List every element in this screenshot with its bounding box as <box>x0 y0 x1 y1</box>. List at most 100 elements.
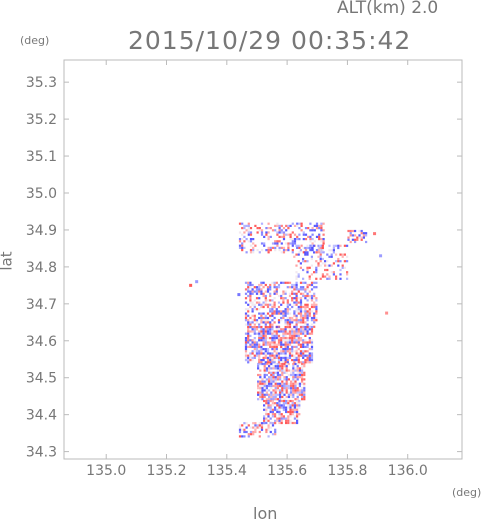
data-cell <box>258 361 261 364</box>
data-cell <box>315 319 318 322</box>
data-cell <box>269 321 272 324</box>
data-cell <box>241 424 244 427</box>
data-cell <box>277 326 281 329</box>
data-cell <box>269 337 272 340</box>
data-cell <box>281 384 284 388</box>
data-cell <box>310 273 313 276</box>
data-cell <box>308 266 311 269</box>
data-cell <box>280 339 283 342</box>
data-cell <box>322 251 325 254</box>
data-cell <box>281 380 284 383</box>
data-cell <box>295 352 298 355</box>
data-cell <box>259 389 262 392</box>
data-cell <box>281 387 284 390</box>
data-cell <box>276 231 279 234</box>
data-cell <box>295 319 298 322</box>
data-cell <box>302 246 305 249</box>
data-cell <box>258 326 261 329</box>
data-cell <box>271 314 274 317</box>
data-cell <box>315 286 318 289</box>
data-cell <box>291 316 294 320</box>
data-cell <box>271 339 274 342</box>
data-cell <box>260 332 263 335</box>
data-cell <box>266 341 270 344</box>
data-cell <box>273 359 276 362</box>
data-cell <box>293 292 296 295</box>
data-cell <box>249 343 252 346</box>
data-cell <box>281 389 284 392</box>
data-cell <box>280 348 283 351</box>
data-cell <box>310 297 314 300</box>
data-cell <box>245 251 248 254</box>
data-cell <box>282 417 285 420</box>
data-cell <box>244 288 248 291</box>
data-cell <box>330 264 333 267</box>
data-cell <box>243 231 246 234</box>
data-cell <box>308 332 311 335</box>
data-cell <box>296 362 299 366</box>
data-cell <box>297 308 300 311</box>
data-cell <box>271 354 274 357</box>
data-cell <box>259 362 262 366</box>
data-cell <box>241 222 244 225</box>
data-cell <box>308 246 311 250</box>
data-cell <box>238 240 242 243</box>
data-cell <box>263 362 266 366</box>
data-cell <box>278 231 281 234</box>
data-cell <box>298 393 301 396</box>
data-cell <box>321 275 324 278</box>
data-cell <box>265 387 268 390</box>
data-cell <box>268 398 271 401</box>
data-cell <box>288 348 292 351</box>
data-cell <box>292 367 295 370</box>
data-cell <box>309 249 312 252</box>
data-cell <box>302 294 305 298</box>
data-cell <box>247 310 250 313</box>
data-cell <box>291 348 294 351</box>
data-cell <box>249 430 253 434</box>
data-cell <box>290 387 293 390</box>
data-cell <box>258 323 261 326</box>
data-cell <box>296 238 299 241</box>
data-cell <box>285 395 288 399</box>
data-cell <box>313 286 316 289</box>
data-cell <box>271 281 274 284</box>
data-cell <box>271 415 274 418</box>
data-cell <box>295 294 298 298</box>
data-cell <box>289 224 292 227</box>
data-cell <box>310 343 314 346</box>
data-cell <box>299 286 303 289</box>
data-cell <box>271 424 275 427</box>
data-cell <box>262 343 265 346</box>
data-cell <box>278 240 281 243</box>
data-cell <box>354 238 357 241</box>
y-tick-label: 35.1 <box>26 149 57 165</box>
data-cell <box>311 249 314 252</box>
data-cell <box>322 233 325 236</box>
data-cell <box>284 343 287 346</box>
data-cell <box>285 402 288 405</box>
y-tick-label: 34.6 <box>26 334 57 350</box>
data-cell <box>293 359 296 362</box>
data-cell <box>273 339 276 342</box>
data-cell <box>252 433 255 436</box>
data-cell <box>303 391 306 394</box>
data-cell <box>264 341 267 344</box>
data-cell <box>262 337 265 340</box>
data-cell <box>301 380 304 383</box>
data-cell <box>293 332 296 335</box>
data-cell <box>337 244 340 247</box>
data-cell <box>289 410 292 414</box>
data-cell <box>253 345 256 348</box>
data-cell <box>330 255 333 258</box>
data-cell <box>257 382 260 385</box>
data-cell <box>277 283 281 287</box>
data-cell <box>291 404 294 407</box>
data-cell <box>276 242 279 245</box>
data-cell <box>258 348 261 351</box>
data-cell <box>280 417 283 420</box>
data-cell <box>306 303 309 306</box>
data-cell <box>268 369 271 372</box>
data-cell <box>282 334 285 337</box>
